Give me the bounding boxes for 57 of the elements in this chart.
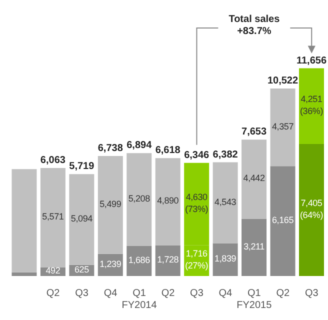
- data-label: 1,839: [214, 254, 236, 264]
- x-tick-label: Q3: [304, 288, 319, 299]
- data-label: 492: [46, 266, 60, 276]
- bar: [242, 218, 267, 276]
- bar: [69, 174, 94, 265]
- data-label: 4,630 (73%): [185, 192, 208, 215]
- data-label: 1,716 (27%): [185, 249, 208, 272]
- text: Total sales +83.7%: [228, 14, 280, 37]
- total-label: 6,382: [212, 149, 238, 160]
- bar: [12, 272, 37, 276]
- bar: [298, 144, 324, 276]
- x-tick-label: Q4: [218, 288, 233, 299]
- data-label: 5,571: [42, 212, 64, 222]
- bar: [270, 88, 296, 166]
- data-label: 1,239: [100, 259, 122, 270]
- data-label: 625: [74, 264, 90, 275]
- total-label: 6,618: [155, 145, 181, 156]
- data-label: 6,165: [272, 215, 294, 226]
- bar: [242, 140, 267, 219]
- total-label: 6,063: [40, 154, 66, 166]
- x-tick-label: Q1 FY2015: [236, 288, 272, 311]
- x-tick-label: Q1 FY2014: [122, 288, 158, 311]
- data-label: 3,211: [244, 242, 265, 252]
- x-tick-label: Q3: [75, 288, 89, 299]
- data-label: 4,251 (36%): [300, 94, 324, 117]
- bar: [40, 168, 66, 268]
- bar: [298, 68, 324, 144]
- bar: [98, 156, 123, 254]
- bar: [270, 166, 296, 276]
- x-tick-label: Q2: [276, 288, 290, 299]
- bar: [212, 162, 238, 244]
- data-label: 4,890: [157, 196, 179, 206]
- data-label: 4,543: [214, 197, 236, 208]
- data-label: 5,094: [70, 214, 93, 224]
- data-label: 7,405 (64%): [300, 198, 324, 220]
- data-label: 5,499: [100, 199, 122, 210]
- data-label: 4,357: [272, 122, 294, 132]
- total-label: 7,653: [242, 126, 267, 138]
- total-label: 5,719: [69, 161, 95, 172]
- data-label: 1,686: [128, 255, 150, 266]
- x-tick-label: Q2: [46, 288, 60, 299]
- data-label: 1,728: [157, 254, 179, 265]
- bar: [155, 245, 180, 276]
- x-tick-label: Q4: [104, 288, 118, 299]
- total-label: 11,656: [296, 55, 327, 66]
- total-label: 6,738: [98, 142, 124, 154]
- total-label: 10,522: [267, 76, 298, 87]
- total-label: 6,894: [126, 140, 152, 152]
- bar: [212, 243, 238, 276]
- total-label: 6,346: [184, 150, 210, 161]
- bar: [12, 169, 37, 272]
- data-label: 4,442: [243, 174, 265, 184]
- bar: [126, 153, 152, 246]
- bar: [155, 158, 180, 246]
- x-tick-label: Q2: [161, 288, 176, 299]
- x-tick-label: Q3: [190, 288, 204, 299]
- data-label: 5,208: [128, 194, 150, 204]
